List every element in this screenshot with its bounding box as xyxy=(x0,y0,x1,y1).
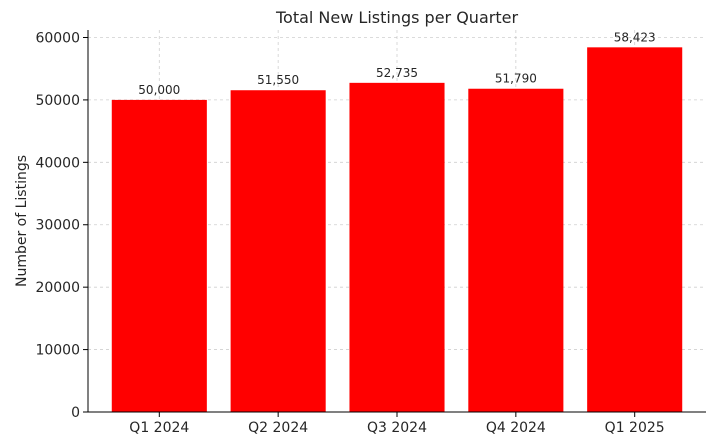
data-label: 51,790 xyxy=(495,72,537,86)
x-tick-label: Q1 2024 xyxy=(129,420,189,436)
x-tick-label: Q1 2025 xyxy=(605,420,665,436)
bar-q2-2024 xyxy=(230,90,326,413)
y-axis-label: Number of Listings xyxy=(14,155,30,287)
data-label: 58,423 xyxy=(614,30,656,44)
data-label: 51,550 xyxy=(257,73,299,87)
y-tick-label: 30000 xyxy=(35,218,80,234)
data-label: 50,000 xyxy=(138,83,180,97)
bar-q3-2024 xyxy=(349,82,445,412)
y-tick-label: 60000 xyxy=(35,30,80,46)
bar-q1-2025 xyxy=(587,47,683,413)
x-tick-label: Q2 2024 xyxy=(248,420,308,436)
data-labels: 50,000 51,550 52,735 51,790 58,423 xyxy=(138,30,655,97)
x-tick-label: Q3 2024 xyxy=(367,420,427,436)
y-tick-label: 10000 xyxy=(35,343,80,359)
y-tick-label: 0 xyxy=(71,405,80,421)
bars xyxy=(111,47,683,413)
bar-q4-2024 xyxy=(468,88,564,412)
y-tick-label: 50000 xyxy=(35,93,80,109)
x-tick-label: Q4 2024 xyxy=(486,420,546,436)
data-label: 52,735 xyxy=(376,66,418,80)
chart-title: Total New Listings per Quarter xyxy=(275,8,518,27)
y-tick-label: 40000 xyxy=(35,155,80,171)
bar-q1-2024 xyxy=(111,99,207,412)
axes: 0 10000 20000 30000 40000 50000 60000 Q1 2024 Q2… xyxy=(35,30,706,436)
y-tick-label: 20000 xyxy=(35,280,80,296)
